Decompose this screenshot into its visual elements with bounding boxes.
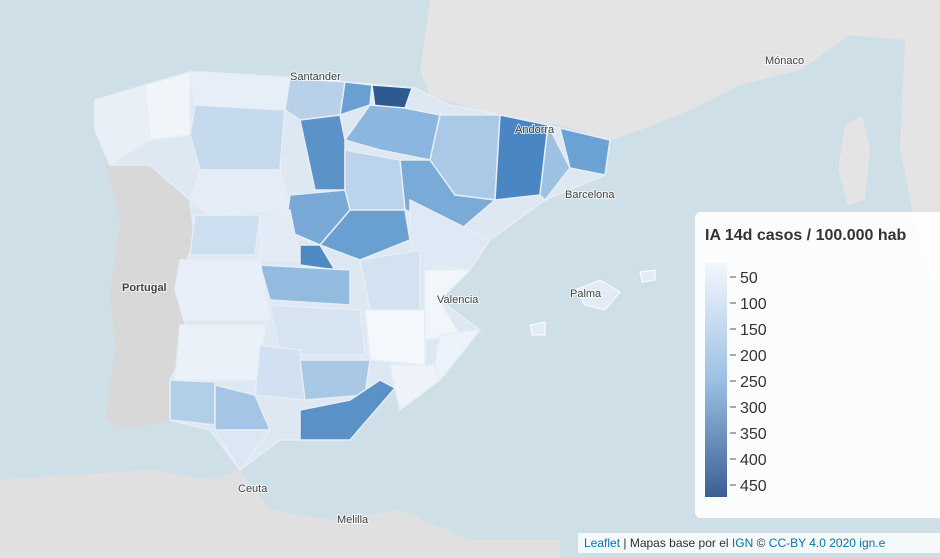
province <box>269 304 366 356</box>
place-label: Mónaco <box>765 55 804 67</box>
corsica <box>838 115 870 205</box>
place-label: Valencia <box>437 294 479 306</box>
province <box>359 249 421 311</box>
province <box>371 84 414 109</box>
province <box>558 126 611 176</box>
province <box>174 259 271 321</box>
island <box>574 279 621 311</box>
place-label: Palma <box>570 288 602 300</box>
legend-tick-label: 200 <box>740 348 767 365</box>
province <box>258 264 351 306</box>
ign-link[interactable]: IGN <box>732 536 753 550</box>
place-label: Melilla <box>337 514 369 526</box>
province <box>344 149 406 211</box>
legend-tick-label: 150 <box>740 322 767 339</box>
place-label: Andorra <box>515 124 555 136</box>
province <box>169 379 216 426</box>
place-label: Santander <box>290 71 341 83</box>
attribution-text: | Mapas base por el <box>623 536 728 550</box>
license-link[interactable]: CC-BY 4.0 2020 <box>769 536 856 550</box>
legend-ticks: 50 100 150 200 250 300 350 400 450 <box>730 270 767 495</box>
province <box>284 77 346 121</box>
province <box>189 169 291 216</box>
province <box>409 198 492 271</box>
island <box>529 321 546 336</box>
africa <box>0 470 560 558</box>
island <box>639 269 656 283</box>
legend-tick-label: 350 <box>740 426 767 443</box>
copyright: © <box>757 536 766 550</box>
province <box>189 214 261 256</box>
portugal <box>105 165 195 430</box>
legend-tick-label: 300 <box>740 400 767 417</box>
place-label: Ceuta <box>238 483 268 495</box>
labels: Santander Andorra Mónaco Portugal Valencia Ce… <box>121 54 805 527</box>
province <box>259 209 301 261</box>
province <box>189 71 291 111</box>
province <box>389 364 441 412</box>
province <box>189 104 286 171</box>
place-label: Barcelona <box>565 189 615 201</box>
province <box>174 324 266 381</box>
legend-box <box>695 212 940 518</box>
attribution: Leaflet | Mapas base por el IGN © CC-BY … <box>584 536 886 550</box>
legend-tick-label: 50 <box>740 270 758 287</box>
attribution-box <box>578 533 940 553</box>
sea-north <box>0 0 420 80</box>
legend-tick-label: 100 <box>740 296 767 313</box>
legend-gradient <box>705 263 727 497</box>
province <box>539 122 571 202</box>
legend-tick-label: 450 <box>740 478 767 495</box>
legend-title: IA 14d casos / 100.000 hab <box>705 227 907 244</box>
legend-tick-label: 250 <box>740 374 767 391</box>
france <box>0 0 940 140</box>
province <box>94 84 151 167</box>
province <box>318 209 411 261</box>
province <box>364 309 426 366</box>
province <box>213 429 272 472</box>
place-label: Portugal <box>122 282 167 294</box>
site-link[interactable]: ign.e <box>859 536 885 550</box>
legend-tick-label: 400 <box>740 452 767 469</box>
province <box>254 344 306 401</box>
leaflet-link[interactable]: Leaflet <box>584 536 621 550</box>
